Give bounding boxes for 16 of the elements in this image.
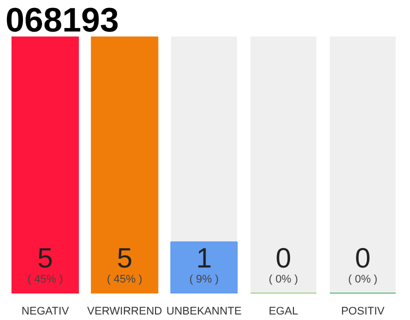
x-tick-label: VERWIRREND <box>87 306 162 318</box>
x-tick-label: UNBEKANNTE <box>166 306 242 318</box>
annotation: ( 0% ) <box>348 274 378 286</box>
data-label: 5 <box>37 242 53 274</box>
chart-title: 068193 <box>6 2 119 40</box>
annotation: ( 45% ) <box>106 274 142 286</box>
annotation: ( 0% ) <box>268 274 298 286</box>
x-tick-label: EGAL <box>268 306 298 318</box>
annotation: ( 45% ) <box>27 274 63 286</box>
data-label: 1 <box>196 242 212 274</box>
x-tick-label: POSITIV <box>341 306 386 318</box>
annotation: ( 9% ) <box>189 274 219 286</box>
data-label: 5 <box>116 242 132 274</box>
data-label: 0 <box>355 242 371 274</box>
x-tick-label: NEGATIV <box>21 306 70 318</box>
data-label: 0 <box>276 242 292 274</box>
